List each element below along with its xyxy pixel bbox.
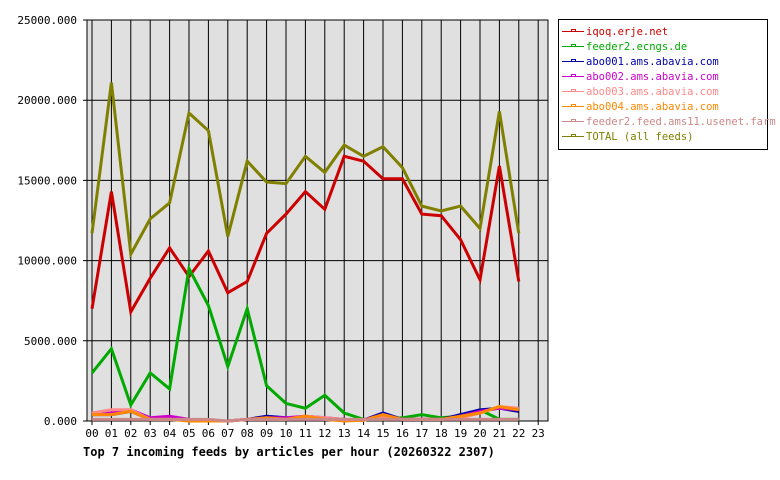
y-axis: 0.000 5000.000 10000.000 15000.000 20000.000… — [17, 14, 77, 428]
legend-line-marker-icon — [562, 132, 584, 141]
x-tick-label: 06 — [202, 427, 215, 440]
x-tick-label: 13 — [338, 427, 351, 440]
x-axis: 00 01 02 03 04 05 06 07 08 09 10 11 12 13 14 15 16 17 18 19… — [85, 427, 544, 440]
x-tick-label: 07 — [221, 427, 234, 440]
series-line — [92, 417, 519, 423]
grid-lines — [83, 19, 548, 425]
legend-item: TOTAL (all feeds) — [562, 129, 767, 144]
legend-line-marker-icon — [562, 42, 584, 51]
legend-label: abo004.ams.abavia.com — [586, 100, 719, 113]
legend-line-marker-icon — [562, 27, 584, 36]
y-tick-label: 25000.000 — [17, 14, 77, 27]
y-tick-label: 0.000 — [44, 415, 77, 428]
x-tick-label: 14 — [357, 427, 371, 440]
legend-item: feeder2.ecngs.de — [562, 39, 767, 54]
x-tick-label: 23 — [532, 427, 545, 440]
x-tick-label: 18 — [435, 427, 448, 440]
legend-line-marker-icon — [562, 57, 584, 66]
y-tick-label: 10000.000 — [17, 255, 77, 268]
legend-label: feeder2.ecngs.de — [586, 40, 688, 53]
legend-line-marker-icon — [562, 87, 584, 96]
legend-label: feeder2.feed.ams11.usenet.farm — [586, 115, 776, 128]
x-tick-label: 21 — [493, 427, 506, 440]
legend-label: iqoq.erje.net — [586, 25, 669, 38]
legend-label: abo002.ams.abavia.com — [586, 70, 719, 83]
x-tick-label: 01 — [105, 427, 118, 440]
legend-item: abo004.ams.abavia.com — [562, 99, 767, 114]
x-tick-label: 20 — [473, 427, 486, 440]
legend-line-marker-icon — [562, 102, 584, 111]
legend-label: abo001.ams.abavia.com — [586, 55, 719, 68]
y-tick-label: 15000.000 — [17, 174, 77, 187]
x-tick-label: 03 — [144, 427, 157, 440]
x-tick-label: 17 — [415, 427, 428, 440]
legend-item: feeder2.feed.ams11.usenet.farm — [562, 114, 776, 129]
legend-label: abo003.ams.abavia.com — [586, 85, 719, 98]
x-tick-label: 19 — [454, 427, 467, 440]
x-tick-label: 15 — [376, 427, 389, 440]
x-tick-label: 11 — [299, 427, 312, 440]
legend-item: abo003.ams.abavia.com — [562, 84, 767, 99]
y-tick-label: 20000.000 — [17, 94, 77, 107]
x-tick-label: 02 — [124, 427, 137, 440]
x-tick-label: 08 — [241, 427, 254, 440]
legend-item: abo001.ams.abavia.com — [562, 54, 767, 69]
x-tick-label: 00 — [85, 427, 98, 440]
chart-title: Top 7 incoming feeds by articles per hou… — [83, 445, 495, 459]
legend-label: TOTAL (all feeds) — [586, 130, 694, 143]
x-tick-label: 09 — [260, 427, 273, 440]
series-line — [90, 82, 521, 260]
y-tick-label: 5000.000 — [24, 335, 77, 348]
x-tick-label: 12 — [318, 427, 331, 440]
x-tick-label: 10 — [279, 427, 292, 440]
x-tick-label: 05 — [182, 427, 195, 440]
x-tick-label: 04 — [163, 427, 177, 440]
plot-area — [86, 19, 549, 422]
legend-item: iqoq.erje.net — [562, 24, 767, 39]
x-tick-label: 16 — [396, 427, 409, 440]
series-line — [90, 154, 521, 317]
legend-item: abo002.ams.abavia.com — [562, 69, 767, 84]
legend: iqoq.erje.net feeder2.ecngs.de abo001.ams.… — [558, 19, 776, 150]
legend-line-marker-icon — [562, 72, 584, 81]
x-tick-label: 22 — [512, 427, 525, 440]
legend-line-marker-icon — [562, 117, 584, 126]
series-lines — [90, 82, 521, 423]
